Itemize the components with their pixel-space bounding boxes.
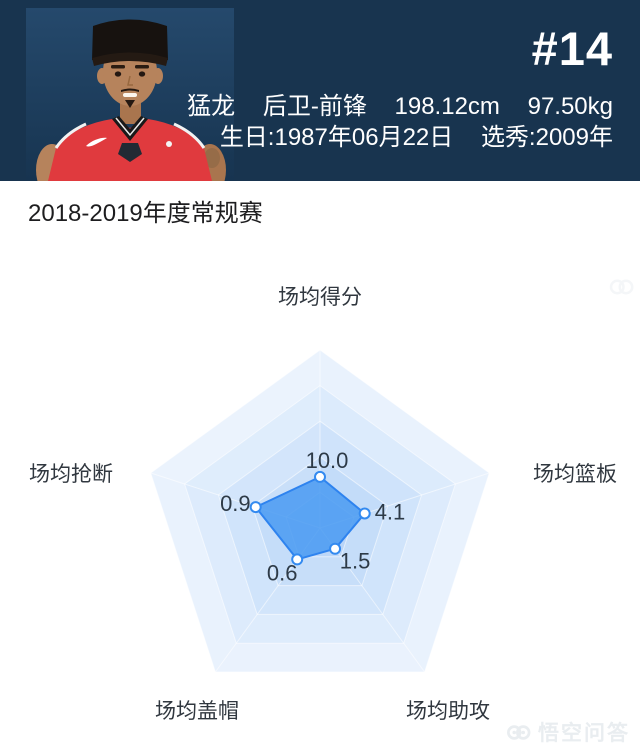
- radar-axis-label: 场均助攻: [406, 700, 490, 723]
- radar-axis-label: 场均抢断: [29, 463, 113, 486]
- radar-grid-line: [251, 456, 389, 587]
- radar-value-label: 0.9: [220, 491, 251, 516]
- player-draft-year: 选秀:2009年: [480, 124, 613, 151]
- player-photo: [26, 8, 234, 181]
- watermark-icon-faint: [606, 272, 636, 307]
- player-info-line1: 猛龙 后卫-前锋 198.12cm 97.50kg: [187, 92, 613, 121]
- radar-sector-sheen: [320, 472, 490, 673]
- player-header: #14 猛龙 后卫-前锋 198.12cm 97.50kg 生日:1987年06…: [0, 0, 640, 181]
- radar-data-point: [291, 553, 304, 566]
- radar-value-label: 1.5: [340, 549, 371, 574]
- radar-data-point: [249, 501, 262, 514]
- player-weight: 97.50kg: [527, 93, 613, 120]
- radar-data-point: [329, 542, 342, 555]
- watermark: 悟空问答: [505, 717, 630, 747]
- jersey-number: #14: [531, 22, 613, 75]
- radar-grid-line: [217, 420, 423, 615]
- radar-axis-label: 场均得分: [278, 286, 362, 309]
- radar-data-point: [314, 470, 326, 483]
- radar-value-label: 0.6: [267, 560, 298, 585]
- player-info-line2: 生日:1987年06月22日 选秀:2009年: [220, 123, 613, 152]
- radar-chart: 10.0 场均得分 4.1 场均篮板 1.5 场均助攻 0.6 场均盖帽 0.9 场均抢断: [29, 286, 617, 723]
- radar-value-label: 10.0: [306, 448, 349, 473]
- radar-axis-label: 场均盖帽: [155, 700, 239, 723]
- radar-data-point: [358, 507, 371, 520]
- radar-sector-sheen: [150, 350, 320, 528]
- radar-sector-sheen: [215, 528, 425, 673]
- player-avatar-illustration: [26, 8, 234, 181]
- radar-grid-line: [150, 349, 490, 673]
- player-height: 198.12cm: [394, 93, 500, 120]
- radar-value-label: 4.1: [375, 499, 406, 524]
- radar-data-polygon: [254, 475, 366, 561]
- wukong-logo-icon: [505, 719, 532, 746]
- player-birthday: 生日:1987年06月22日: [219, 124, 454, 151]
- watermark-text: 悟空问答: [538, 722, 630, 745]
- radar-grid-line: [184, 384, 456, 644]
- team-name: 猛龙: [187, 93, 236, 120]
- radar-axis-label: 场均篮板: [533, 463, 617, 486]
- player-position: 后卫-前锋: [262, 93, 367, 120]
- section-title: 2018-2019年度常规赛: [28, 200, 263, 227]
